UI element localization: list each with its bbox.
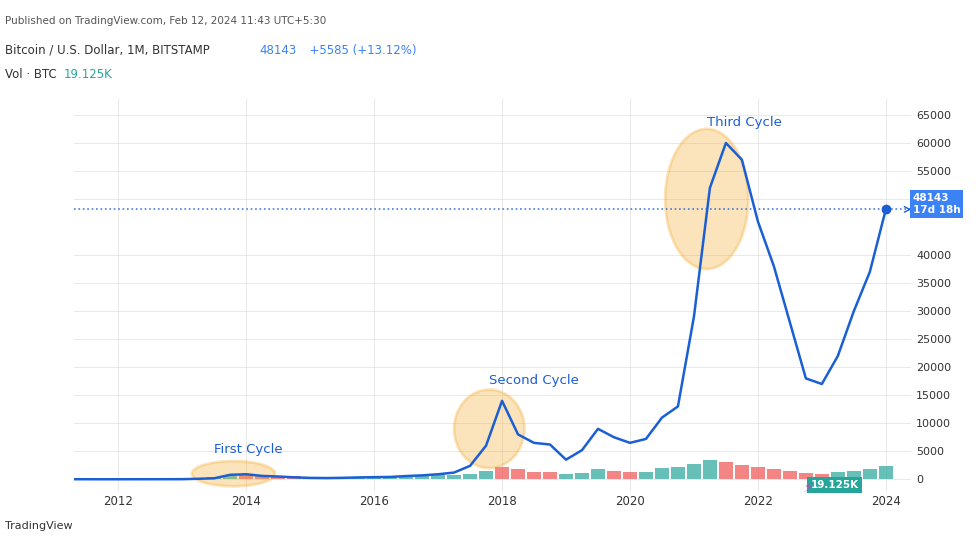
Ellipse shape — [192, 461, 275, 486]
Bar — [368, 477, 381, 479]
Text: Bitcoin / U.S. Dollar, 1M, BITSTAMP: Bitcoin / U.S. Dollar, 1M, BITSTAMP — [5, 44, 218, 57]
Bar — [447, 475, 462, 479]
Bar — [431, 475, 445, 479]
Bar — [255, 475, 270, 479]
Bar — [879, 466, 893, 479]
Bar — [479, 471, 493, 479]
Text: +5585 (+13.12%): +5585 (+13.12%) — [302, 44, 416, 57]
Bar — [223, 476, 237, 479]
Bar — [623, 473, 637, 479]
Bar — [799, 473, 812, 479]
Bar — [207, 477, 221, 479]
Bar — [495, 467, 509, 479]
Bar — [831, 473, 845, 479]
Bar — [271, 476, 285, 479]
Bar — [303, 477, 318, 479]
Bar — [862, 469, 877, 479]
Ellipse shape — [665, 129, 749, 269]
Bar — [751, 467, 765, 479]
Text: Second Cycle: Second Cycle — [489, 374, 579, 387]
Bar — [416, 476, 429, 479]
Bar — [655, 468, 669, 479]
Bar — [511, 469, 525, 479]
Bar — [639, 471, 653, 479]
Text: Third Cycle: Third Cycle — [707, 116, 782, 129]
Bar — [575, 473, 589, 479]
Bar — [287, 476, 301, 479]
Bar — [527, 471, 541, 479]
Bar — [383, 476, 397, 479]
Bar — [351, 477, 366, 479]
Bar — [719, 462, 733, 479]
Text: 19.125K: 19.125K — [64, 68, 113, 81]
Bar — [814, 474, 829, 479]
Text: Vol · BTC: Vol · BTC — [5, 68, 64, 81]
Bar — [399, 476, 414, 479]
Ellipse shape — [454, 390, 524, 468]
Bar — [847, 471, 860, 479]
Bar — [671, 467, 685, 479]
Bar — [687, 464, 701, 479]
Bar — [191, 477, 205, 479]
Bar — [607, 471, 621, 479]
Text: 48143: 48143 — [260, 44, 297, 57]
Text: 48143
17d 18h: 48143 17d 18h — [912, 193, 960, 215]
Bar — [319, 477, 333, 479]
Bar — [559, 474, 573, 479]
Bar — [783, 471, 797, 479]
Bar — [766, 469, 781, 479]
Text: 19.125K: 19.125K — [810, 480, 858, 490]
Text: ⚡: ⚡ — [805, 481, 814, 495]
Text: Published on TradingView.com, Feb 12, 2024 11:43 UTC+5:30: Published on TradingView.com, Feb 12, 20… — [5, 16, 326, 26]
Bar — [735, 465, 749, 479]
Bar — [703, 459, 717, 479]
Text: First Cycle: First Cycle — [215, 443, 283, 456]
Bar — [335, 477, 349, 479]
Bar — [239, 475, 253, 479]
Bar — [543, 473, 557, 479]
Text: TradingView: TradingView — [5, 522, 73, 531]
Bar — [463, 474, 477, 479]
Bar — [591, 469, 605, 479]
